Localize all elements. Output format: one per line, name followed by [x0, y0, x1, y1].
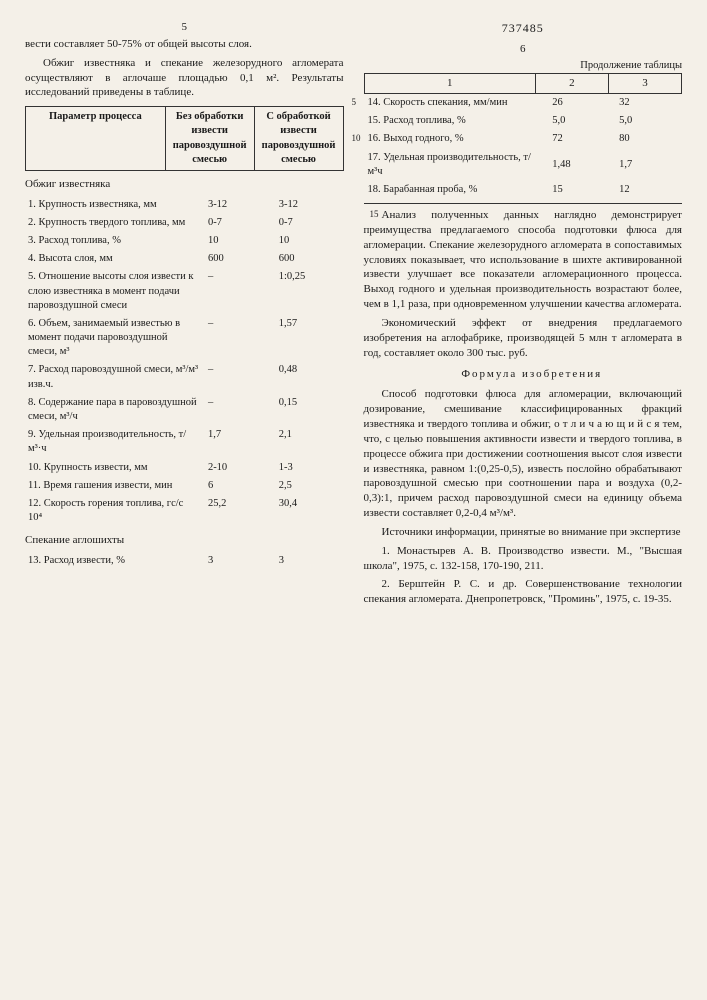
analysis-paragraph-2: Экономический эффект от внедрения предла… [364, 316, 683, 361]
row-7-v2: 0,48 [273, 361, 344, 393]
row-12-v2: 30,4 [273, 495, 344, 527]
params-header-table: Параметр процесса Без обработки извести … [25, 106, 344, 171]
row-8-v1: – [202, 394, 273, 426]
cont-row-17-v1: 1,48 [548, 149, 615, 181]
row-10-label: 10. Крупность извести, мм [25, 459, 202, 477]
row-7-v1: – [202, 361, 273, 393]
row-8-v2: 0,15 [273, 394, 344, 426]
continuation-table: 514. Скорость спекания, мм/мин2632 15. Р… [364, 94, 683, 199]
row-13-label: 13. Расход извести, % [25, 552, 202, 570]
cont-row-14-v2: 32 [615, 94, 682, 112]
cont-row-14-v1: 26 [548, 94, 615, 112]
cont-row-18-v1: 15 [548, 181, 615, 199]
table-end-rule [364, 203, 683, 204]
th-param: Параметр процесса [26, 107, 166, 171]
analysis-paragraph-1: Анализ полученных данных наглядно демонс… [364, 209, 683, 310]
margin-5: 5 [352, 96, 357, 108]
cont-row-18-v2: 12 [615, 181, 682, 199]
cont-col-3: 3 [609, 73, 682, 94]
margin-10: 10 [352, 132, 361, 144]
source-1: 1. Монастырев А. В. Производство извести… [364, 544, 683, 574]
section-2-head: Спекание аглошихты [25, 533, 344, 548]
row-4-v2: 600 [273, 250, 344, 268]
row-1-v1: 3-12 [202, 196, 273, 214]
cont-row-15-label: 15. Расход топлива, % [364, 112, 549, 130]
intro-paragraph-2: Обжиг известняка и спекание железорудног… [25, 56, 344, 101]
row-8-label: 8. Содержание пара в паровоздушной смеси… [25, 394, 202, 426]
row-1-v2: 3-12 [273, 196, 344, 214]
row-3-label: 3. Расход топлива, % [25, 232, 202, 250]
cont-row-17-v2: 1,7 [615, 149, 682, 181]
row-9-label: 9. Удельная производительность, т/м³·ч [25, 426, 202, 458]
cont-row-15-v1: 5,0 [548, 112, 615, 130]
row-5-v1: – [202, 268, 273, 315]
cont-col-2: 2 [536, 73, 609, 94]
cont-row-18-label: 18. Барабанная проба, % [364, 181, 549, 199]
cont-row-15-v2: 5,0 [615, 112, 682, 130]
row-6-label: 6. Объем, занимаемый известью в момент п… [25, 315, 202, 362]
source-2: 2. Берштейн Р. С. и др. Совершенствовани… [364, 577, 683, 607]
cont-row-17-label: 17. Удельная производительность, т/м³ч [364, 149, 549, 181]
left-page-number: 5 [25, 20, 344, 35]
right-page-number: 6 [364, 42, 683, 57]
row-6-v1: – [202, 315, 273, 362]
th-with-treatment: С обработкой извести паровоздушной смесь… [254, 107, 343, 171]
sources-heading: Источники информации, принятые во вниман… [364, 525, 683, 540]
row-2-v2: 0-7 [273, 214, 344, 232]
row-2-label: 2. Крупность твердого топлива, мм [25, 214, 202, 232]
row-6-v2: 1,57 [273, 315, 344, 362]
cont-col-1: 1 [364, 73, 536, 94]
row-11-v1: 6 [202, 477, 273, 495]
cont-row-14-label: 14. Скорость спекания, мм/мин [368, 97, 508, 108]
row-7-label: 7. Расход паровоздушной смеси, м³/м³ изв… [25, 361, 202, 393]
params-table: 1. Крупность известняка, мм3-123-12 2. К… [25, 196, 344, 527]
cont-row-16-v2: 80 [615, 130, 682, 148]
row-12-label: 12. Скорость горения топлива, гс/с 10⁴ [25, 495, 202, 527]
row-3-v1: 10 [202, 232, 273, 250]
document-number: 737485 [364, 20, 683, 36]
cont-header-row: 1 2 3 [364, 73, 683, 94]
margin-15: 15 [352, 208, 379, 220]
row-11-v2: 2,5 [273, 477, 344, 495]
row-9-v2: 2,1 [273, 426, 344, 458]
row-13-v1: 3 [202, 552, 273, 570]
row13-table: 13. Расход извести, %33 [25, 552, 344, 570]
row-3-v2: 10 [273, 232, 344, 250]
row-1-label: 1. Крупность известняка, мм [25, 196, 202, 214]
cont-row-16-v1: 72 [548, 130, 615, 148]
row-4-label: 4. Высота слоя, мм [25, 250, 202, 268]
row-9-v1: 1,7 [202, 426, 273, 458]
cont-row-16-label: 16. Выход годного, % [368, 133, 464, 144]
row-4-v1: 600 [202, 250, 273, 268]
section-1-head: Обжиг известняка [25, 177, 344, 192]
row-12-v1: 25,2 [202, 495, 273, 527]
row-13-v2: 3 [273, 552, 344, 570]
row-5-v2: 1:0,25 [273, 268, 344, 315]
row-11-label: 11. Время гашения извести, мин [25, 477, 202, 495]
row-10-v2: 1-3 [273, 459, 344, 477]
row-5-label: 5. Отношение высоты слоя извести к слою … [25, 268, 202, 315]
formula-body: Способ подготовки флюса для агломерации,… [364, 387, 683, 521]
formula-heading: Формула изобретения [364, 367, 683, 382]
continuation-header: Продолжение таблицы [364, 59, 683, 73]
intro-paragraph-1: вести составляет 50-75% от общей высоты … [25, 37, 344, 52]
row-2-v1: 0-7 [202, 214, 273, 232]
row-10-v1: 2-10 [202, 459, 273, 477]
th-no-treatment: Без обработки извести паровоздушной смес… [165, 107, 254, 171]
